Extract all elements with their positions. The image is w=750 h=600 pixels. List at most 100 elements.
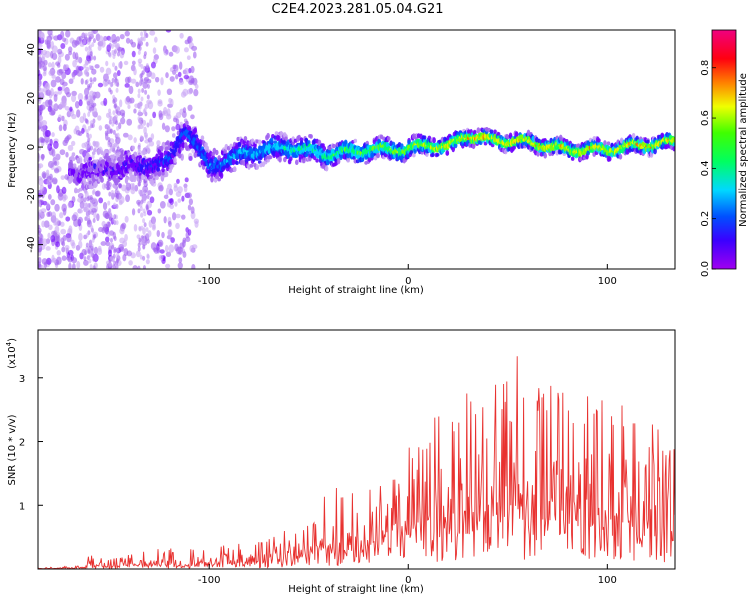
heatmap-speckle (140, 96, 144, 102)
heatmap-speckle (157, 100, 163, 107)
heatmap-speckle (115, 36, 121, 42)
heatmap-speckle (110, 43, 114, 49)
heatmap-speckle (146, 238, 150, 244)
heatmap-speckle (130, 41, 137, 48)
heatmap-speckle (54, 225, 60, 234)
heatmap-speckle (154, 76, 160, 83)
heatmap-speckle (144, 134, 148, 140)
heatmap-speckle (141, 88, 145, 94)
heatmap-cell (660, 132, 665, 138)
heatmap-speckle (58, 124, 63, 132)
heatmap-speckle (55, 61, 61, 66)
heatmap-speckle (108, 148, 112, 154)
heatmap-cell (489, 129, 494, 134)
heatmap-speckle (129, 97, 135, 104)
heatmap-speckle (116, 132, 120, 138)
heatmap-cell (302, 157, 306, 164)
heatmap-speckle (156, 140, 161, 146)
heatmap-speckle (83, 259, 89, 266)
heatmap-speckle (85, 202, 89, 208)
heatmap-speckle (90, 225, 94, 231)
heatmap-speckle (96, 213, 100, 222)
heatmap-speckle (140, 64, 144, 70)
heatmap-speckle (51, 132, 55, 138)
heatmap-speckle (38, 62, 42, 70)
snr-y-label: SNR (10 * v/v) (7, 414, 18, 485)
heatmap-speckle (143, 30, 147, 34)
heatmap-speckle (174, 201, 178, 207)
heatmap-speckle (137, 181, 141, 187)
heatmap-cell (551, 149, 556, 155)
heatmap-speckle (51, 211, 57, 220)
heatmap-speckle (171, 126, 176, 132)
heatmap-speckle (152, 247, 157, 252)
heatmap-speckle (77, 197, 83, 203)
heatmap-speckle (142, 255, 146, 261)
heatmap-speckle (38, 163, 44, 169)
heatmap-speckle (190, 114, 195, 120)
heatmap-speckle (112, 94, 116, 100)
heatmap-speckle (83, 206, 87, 212)
heatmap-speckle (128, 85, 134, 95)
heatmap-speckle (67, 144, 74, 152)
y-tick-label: 1 (19, 501, 25, 512)
heatmap-speckle (116, 51, 120, 57)
heatmap-cell (278, 156, 282, 163)
heatmap-speckle (54, 168, 60, 174)
heatmap-speckle (169, 198, 174, 205)
y-tick-label: -40 (26, 236, 37, 252)
snr-y-ticks: 1 2 3 (19, 374, 43, 512)
heatmap-speckle (87, 58, 91, 64)
heatmap-speckle (84, 250, 88, 256)
heatmap-speckle (51, 61, 55, 70)
heatmap-speckle (38, 115, 44, 121)
heatmap-speckle (142, 36, 146, 42)
heatmap-speckle (145, 41, 149, 47)
heatmap-speckle (157, 208, 162, 214)
heatmap-speckle (191, 264, 196, 269)
heatmap-speckle (41, 238, 48, 247)
heatmap-speckle (142, 198, 146, 204)
heatmap-speckle (45, 89, 52, 97)
heatmap-speckle (122, 132, 129, 138)
heatmap-speckle (105, 60, 109, 67)
heatmap-cell (266, 132, 270, 139)
heatmap-speckle (124, 30, 130, 37)
heatmap-speckle (149, 30, 156, 36)
heatmap-speckle (38, 137, 41, 144)
heatmap-speckle (88, 36, 92, 42)
heatmap-speckle (168, 97, 173, 104)
heatmap-speckle (101, 220, 106, 228)
heatmap-speckle (84, 46, 89, 52)
heatmap-speckle (38, 43, 43, 48)
heatmap-cell (353, 158, 358, 164)
snr-scale-note: (x104) (5, 338, 18, 369)
heatmap-cell (71, 156, 76, 162)
heatmap-cell (653, 147, 657, 155)
heatmap-speckle (38, 177, 44, 186)
heatmap-speckle (51, 254, 55, 263)
heatmap-speckle (55, 76, 61, 83)
heatmap-cell (120, 155, 125, 162)
y-tick-label: 20 (26, 92, 37, 105)
heatmap-speckle (181, 214, 186, 220)
heatmap-cell (205, 145, 210, 151)
heatmap-speckle (194, 220, 199, 228)
heatmap-speckle (90, 210, 94, 216)
heatmap-cell (445, 150, 450, 156)
heatmap-speckle (133, 108, 137, 114)
heatmap-speckle (83, 197, 87, 203)
heatmap-speckle (90, 145, 94, 151)
heatmap-speckle (184, 39, 190, 45)
heatmap-cell (471, 143, 476, 150)
heatmap-cell (294, 159, 299, 166)
heatmap-speckle (42, 124, 46, 132)
heatmap-speckle (79, 42, 85, 47)
heatmap-speckle (92, 218, 96, 224)
y-tick-label: 0 (26, 144, 37, 150)
heatmap-cell (332, 143, 336, 149)
heatmap-cell (432, 137, 436, 144)
heatmap-cell (76, 157, 81, 163)
colorbar-tick-label: 0.6 (700, 110, 711, 126)
heatmap-speckle (71, 113, 77, 120)
